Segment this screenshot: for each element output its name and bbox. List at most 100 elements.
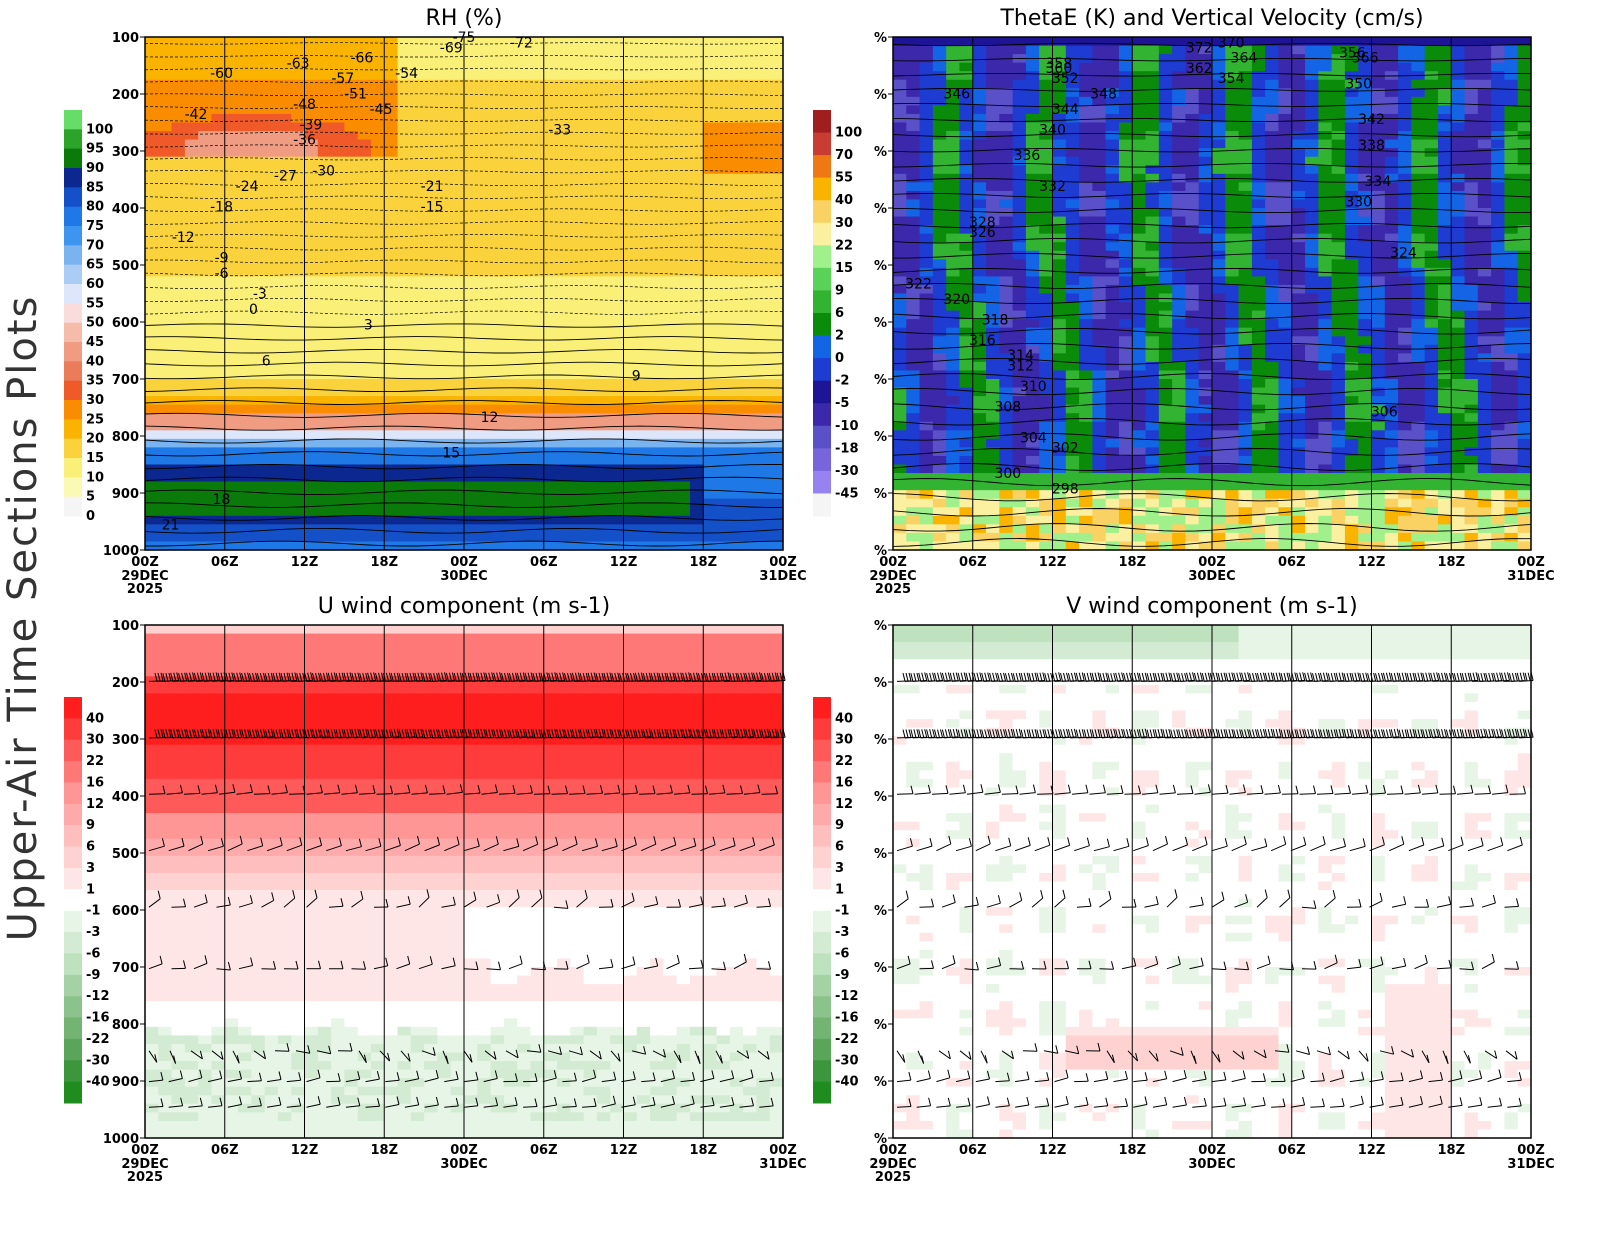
thetae-field-cell	[1012, 302, 1027, 312]
thetae-field-cell	[1437, 276, 1452, 286]
rh-field-cell	[503, 199, 518, 209]
thetae-field-cell	[972, 216, 987, 226]
rh-field-cell	[211, 199, 226, 209]
rh-field-cell	[530, 54, 545, 64]
thetae-field-cell	[906, 267, 921, 277]
thetae-field-cell	[1052, 122, 1067, 132]
thetae-field-cell	[1172, 310, 1187, 320]
rh-field-cell	[596, 54, 611, 64]
rh-field-cell	[264, 148, 279, 158]
rh-field-cell	[543, 438, 558, 448]
thetae-field-cell	[1451, 37, 1466, 47]
rh-field-cell	[331, 267, 345, 277]
rh-field-cell	[716, 216, 731, 226]
rh-field-cell	[331, 148, 345, 158]
thetae-field-cell	[1291, 122, 1306, 132]
thetae-field-cell	[893, 173, 907, 183]
rh-field-cell	[650, 515, 664, 525]
rh-field-cell	[450, 464, 465, 474]
rh-field-cell	[331, 473, 345, 483]
thetae-field-cell	[1185, 267, 1200, 277]
rh-field-cell	[743, 199, 758, 209]
rh-field-cell	[543, 455, 558, 466]
rh-field-cell	[703, 105, 718, 115]
thetae-field-cell	[1212, 182, 1226, 192]
rh-field-cell	[464, 139, 478, 149]
rh-field-cell	[317, 361, 332, 372]
rh-field-cell	[623, 62, 638, 72]
thetae-field-cell	[1344, 148, 1359, 158]
thetae-field-cell	[1371, 131, 1386, 141]
rh-field-cell	[477, 131, 492, 141]
thetae-field-cell	[1065, 131, 1080, 141]
rh-field-cell	[251, 532, 266, 543]
rh-field-cell	[198, 507, 213, 517]
thetae-field-cell	[1238, 225, 1253, 235]
rh-field-cell	[503, 71, 518, 81]
rh-field-cell	[503, 404, 518, 414]
thetae-field-cell	[972, 79, 987, 89]
rh-field-cell	[517, 413, 532, 423]
rh-field-cell	[676, 430, 691, 440]
rh-field-cell	[198, 37, 213, 47]
rh-field-cell	[583, 259, 598, 269]
rh-field-cell	[410, 319, 425, 329]
thetae-field-cell	[1172, 370, 1187, 380]
rh-field-cell	[769, 216, 784, 226]
rh-field-cell	[650, 336, 664, 346]
rh-field-cell	[703, 182, 718, 192]
rh-field-cell	[277, 353, 292, 363]
rh-field-cell	[477, 413, 492, 423]
rh-field-cell	[543, 96, 558, 106]
rh-field-cell	[224, 379, 239, 389]
rh-field-cell	[623, 473, 638, 483]
rh-field-cell	[370, 225, 385, 235]
rh-field-cell	[291, 327, 306, 337]
thetae-field-cell	[1424, 113, 1439, 124]
rh-field-cell	[264, 242, 279, 252]
thetae-field-cell	[1118, 336, 1133, 346]
thetae-field-cell	[1025, 79, 1040, 89]
rh-field-cell	[384, 156, 399, 166]
rh-field-cell	[251, 267, 266, 277]
rh-field-cell	[477, 481, 492, 491]
rh-field-cell	[596, 156, 611, 166]
thetae-field-cell	[1437, 267, 1452, 277]
thetae-field-cell	[1065, 156, 1080, 166]
rh-field-cell	[636, 490, 651, 500]
thetae-field-cell	[1477, 45, 1492, 55]
rh-field-cell	[676, 139, 691, 149]
rh-field-cell	[676, 88, 691, 98]
rh-field-cell	[224, 45, 239, 55]
rh-y-tick-label: 300	[112, 145, 139, 160]
rh-field-cell	[291, 250, 306, 260]
thetae-field-cell	[1305, 216, 1319, 226]
rh-field-cell	[304, 404, 319, 414]
thetae-field-cell	[959, 45, 974, 55]
thetae-field-cell	[1039, 45, 1054, 55]
rh-field-cell	[743, 267, 758, 277]
rh-field-cell	[304, 242, 319, 252]
thetae-field-cell	[1344, 54, 1359, 64]
thetae-field-cell	[1185, 88, 1200, 98]
rh-field-cell	[596, 242, 611, 252]
rh-field-cell	[437, 464, 452, 474]
rh-field-cell	[530, 498, 545, 508]
rh-field-cell	[424, 79, 439, 89]
thetae-field-cell	[1411, 113, 1426, 124]
rh-field-cell	[623, 310, 638, 320]
rh-field-cell	[384, 225, 399, 235]
thetae-field-cell	[1212, 71, 1226, 81]
thetae-field-cell	[959, 225, 974, 235]
rh-field-cell	[623, 361, 638, 372]
thetae-field-cell	[1371, 353, 1386, 363]
thetae-field-cell	[1092, 259, 1107, 269]
thetae-field-cell	[986, 105, 1000, 115]
rh-field-cell	[583, 370, 598, 380]
thetae-field-cell	[986, 225, 1000, 235]
thetae-field-cell	[1158, 284, 1173, 295]
rh-field-cell	[171, 455, 186, 466]
rh-field-cell	[676, 165, 691, 175]
rh-field-cell	[145, 524, 159, 534]
rh-field-cell	[610, 131, 625, 141]
